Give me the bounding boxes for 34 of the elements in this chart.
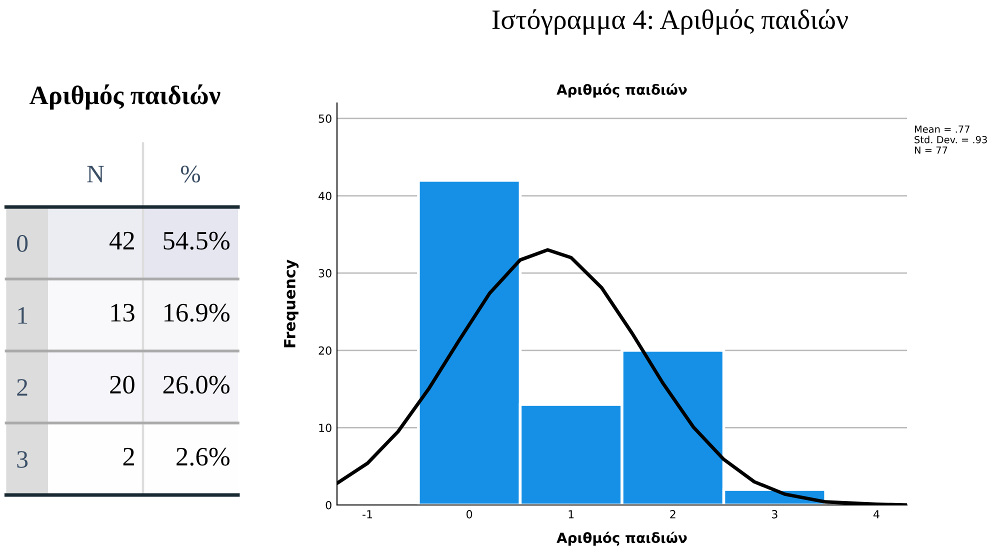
y-tick-label: 3	[17, 451, 28, 468]
y-axis-title: Frequency	[284, 260, 299, 348]
data-label: 2	[123, 448, 134, 466]
data-label: 16.9%	[164, 304, 230, 322]
data-label: 26.0%	[163, 376, 230, 394]
text: Ιστόγραμμα 4: Αριθμός παιδιών	[492, 9, 848, 35]
x-tick-label: -1	[362, 510, 372, 518]
y-tick-label: 0	[326, 500, 332, 510]
y-tick-label: 40	[318, 192, 332, 200]
y-tick-label: 1	[18, 307, 28, 324]
x-tick-label: 1	[568, 510, 574, 518]
y-tick-label: 10	[319, 424, 332, 432]
y-tick-label: 0	[17, 235, 28, 252]
x-tick-label: 3	[772, 510, 778, 518]
text: N = 77	[914, 146, 948, 154]
data-label: 54.5%	[164, 232, 230, 250]
x-tick-label: 0	[466, 510, 472, 518]
data-label: 20	[110, 376, 134, 394]
y-tick-label: 2	[17, 379, 28, 396]
data-label: 42	[110, 232, 134, 250]
text: Mean = .77	[914, 126, 970, 133]
x-tick-label: %	[180, 166, 200, 183]
data-label: 2.6%	[176, 448, 230, 466]
x-tick-label: 4	[873, 510, 880, 518]
data-label: 13	[111, 304, 134, 322]
text: Std. Dev. = .93	[914, 136, 987, 144]
y-tick-label: 50	[318, 114, 332, 123]
x-tick-label: N	[87, 166, 104, 182]
chart-title: Αριθμός παιδιών	[556, 84, 687, 98]
y-tick-label: 20	[318, 346, 332, 355]
x-axis-title: Αριθμός παιδιών	[556, 532, 687, 546]
chart-title: Αριθμός παιδιών	[30, 84, 220, 110]
y-tick-label: 30	[318, 269, 332, 278]
x-tick-label: 2	[670, 510, 676, 518]
